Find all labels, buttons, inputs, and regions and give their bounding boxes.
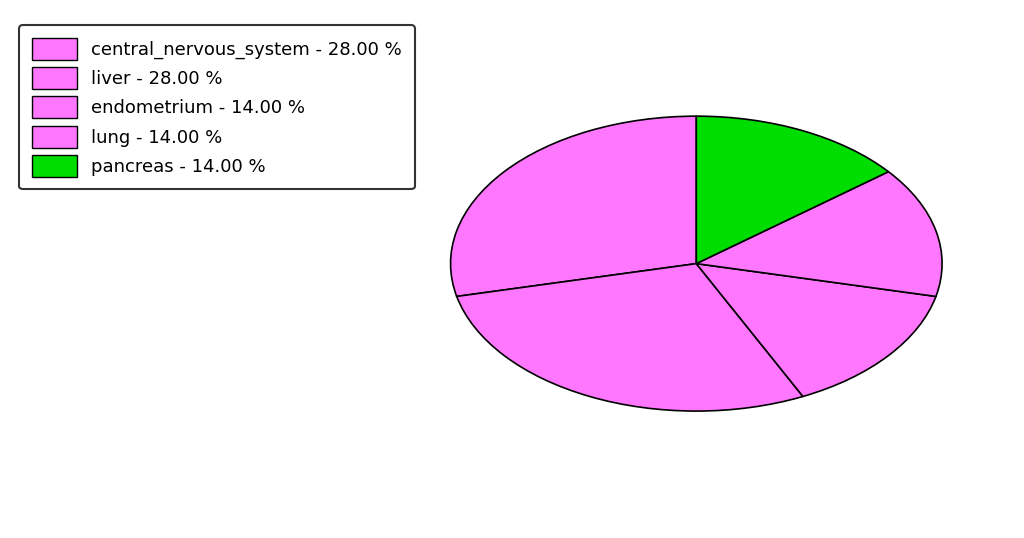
Wedge shape bbox=[457, 264, 803, 411]
Legend: central_nervous_system - 28.00 %, liver - 28.00 %, endometrium - 14.00 %, lung -: central_nervous_system - 28.00 %, liver … bbox=[19, 25, 415, 189]
Wedge shape bbox=[696, 116, 889, 264]
Wedge shape bbox=[451, 116, 696, 296]
Wedge shape bbox=[696, 264, 936, 397]
Wedge shape bbox=[696, 172, 942, 296]
